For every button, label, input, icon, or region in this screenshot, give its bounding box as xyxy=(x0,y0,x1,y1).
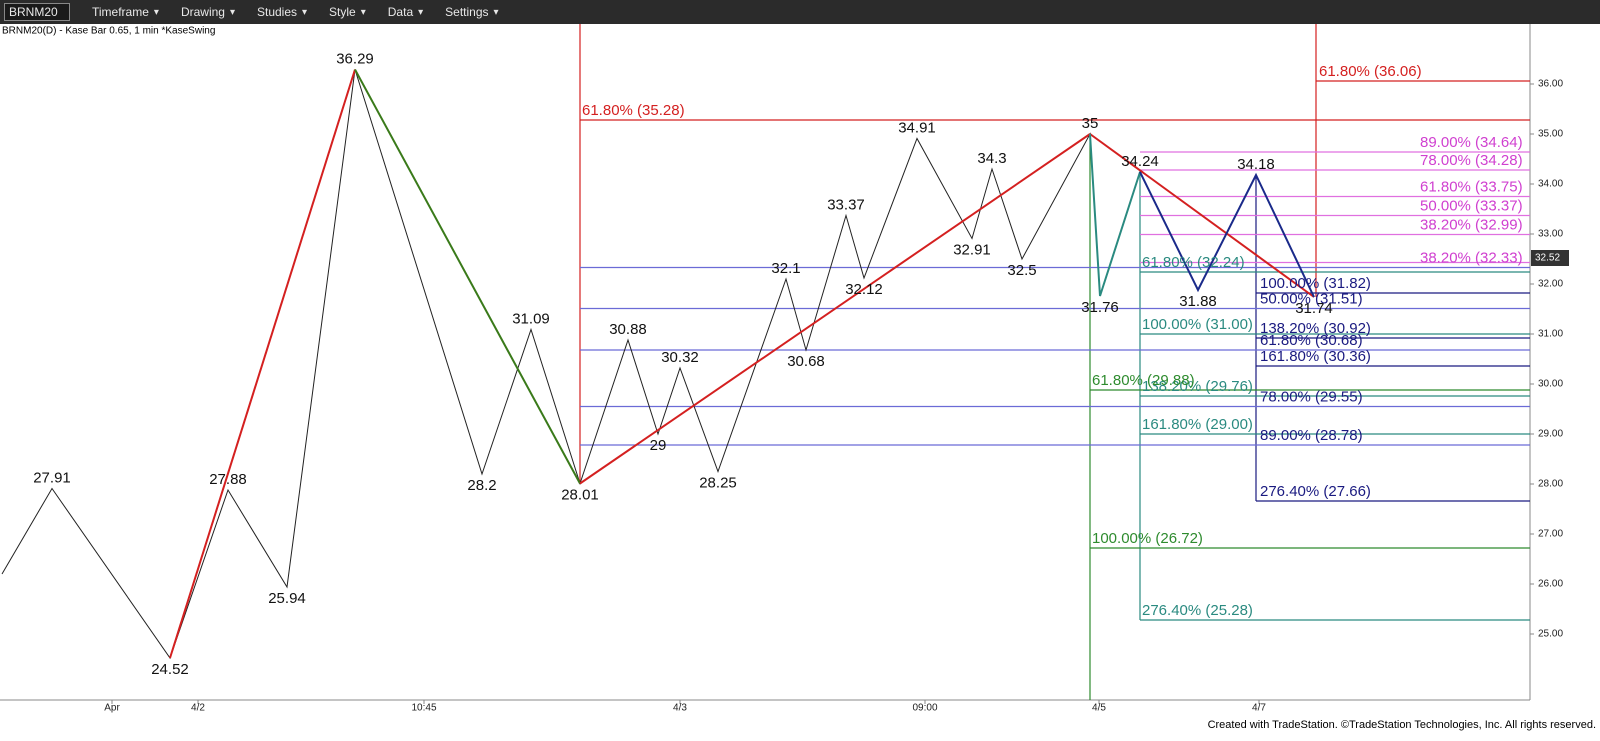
swing-label: 34.91 xyxy=(898,119,936,136)
trendline xyxy=(1089,133,1315,298)
level-label: 161.80% (30.36) xyxy=(1260,348,1371,365)
toolbar: BRNM20 Timeframe Drawing Studies Style Data S… xyxy=(0,0,1600,24)
swing-label: 32.5 xyxy=(1007,262,1036,279)
toolbar-menu[interactable]: Data xyxy=(388,5,423,19)
swing-label: 34.18 xyxy=(1237,156,1275,173)
trendline xyxy=(1089,133,1141,297)
y-tick-label: 35.00 xyxy=(1538,129,1563,140)
swing-line xyxy=(1,69,1315,660)
swing-label: 25.94 xyxy=(268,590,306,607)
level-label: 276.40% (27.66) xyxy=(1260,483,1371,500)
swing-label: 31.09 xyxy=(512,310,550,327)
level-label: 50.00% (31.51) xyxy=(1260,290,1363,307)
level-label: 61.80% (30.68) xyxy=(1260,332,1363,349)
y-tick-label: 26.00 xyxy=(1538,579,1563,590)
level-label: 38.20% (32.33) xyxy=(1420,249,1523,266)
plot-area: 27.91 24.52 27.88 25.94 36.29 28.2 31.09 28.01 3… xyxy=(1,24,1530,700)
toolbar-menu[interactable]: Style xyxy=(329,5,366,19)
footer: Created with TradeStation. ©TradeStation… xyxy=(1208,719,1596,731)
swing-label: 30.32 xyxy=(661,349,699,366)
swing-label: 32.1 xyxy=(771,260,800,277)
subtitle: BRNM20(D) - Kase Bar 0.65, 1 min *KaseSw… xyxy=(2,26,215,37)
level-label: 100.00% (31.00) xyxy=(1142,316,1253,333)
y-tick-label: 29.00 xyxy=(1538,429,1563,440)
level-label: 138.20% (29.76) xyxy=(1142,378,1253,395)
swing-label: 33.37 xyxy=(827,196,865,213)
swing-label: 32.91 xyxy=(953,241,991,258)
swing-label: 27.91 xyxy=(33,469,71,486)
toolbar-menu[interactable]: Drawing xyxy=(181,5,235,19)
swing-label: 32.12 xyxy=(845,281,883,298)
level-label: 100.00% (31.82) xyxy=(1260,275,1371,292)
x-tick-label: Apr xyxy=(104,703,120,714)
swing-label: 30.68 xyxy=(787,353,825,370)
level-label: 61.80% (29.88) xyxy=(1092,372,1195,389)
x-tick-label: 4/3 xyxy=(673,703,687,714)
x-tick-label: 09:00 xyxy=(912,703,937,714)
swing-label: 24.52 xyxy=(151,661,189,678)
swing-label: 31.76 xyxy=(1081,299,1119,316)
trendline xyxy=(169,69,356,659)
level-label: 61.80% (36.06) xyxy=(1319,63,1422,80)
level-label: 161.80% (29.00) xyxy=(1142,416,1253,433)
level-label: 100.00% (26.72) xyxy=(1092,530,1203,547)
y-tick-label: 34.00 xyxy=(1538,179,1563,190)
swing-label: 35 xyxy=(1082,115,1099,132)
y-tick-label: 30.00 xyxy=(1538,379,1563,390)
y-tick-label: 27.00 xyxy=(1538,529,1563,540)
trendline xyxy=(1139,171,1315,298)
y-tick-label: 25.00 xyxy=(1538,629,1563,640)
trendline xyxy=(354,69,581,484)
level-label: 61.80% (35.28) xyxy=(582,102,685,119)
swing-label: 34.3 xyxy=(977,150,1006,167)
swing-label: 31.74 xyxy=(1295,300,1333,317)
swing-label: 28.2 xyxy=(467,477,496,494)
y-tick-label: 28.00 xyxy=(1538,479,1563,490)
level-label: 50.00% (33.37) xyxy=(1420,197,1523,214)
last-price-box xyxy=(1531,250,1569,266)
x-tick-label: 10:45 xyxy=(411,703,436,714)
level-label: 138.20% (30.92) xyxy=(1260,320,1371,337)
toolbar-menu[interactable]: Settings xyxy=(445,5,498,19)
level-label: 61.80% (33.75) xyxy=(1420,178,1523,195)
swing-label: 29 xyxy=(650,437,667,454)
y-tick-label: 31.00 xyxy=(1538,329,1563,340)
level-label: 276.40% (25.28) xyxy=(1142,602,1253,619)
swing-label: 30.88 xyxy=(609,321,647,338)
last-price-label: 32.52 xyxy=(1535,253,1560,264)
level-label: 38.20% (32.99) xyxy=(1420,216,1523,233)
y-tick-label: 32.00 xyxy=(1538,279,1563,290)
trendline xyxy=(579,133,1091,485)
swing-label: 28.25 xyxy=(699,474,737,491)
swing-label: 31.88 xyxy=(1179,293,1217,310)
level-label: 89.00% (34.64) xyxy=(1420,134,1523,151)
toolbar-menu[interactable]: Timeframe xyxy=(92,5,159,19)
x-tick-label: 4/2 xyxy=(191,703,205,714)
y-tick-label: 36.00 xyxy=(1538,79,1563,90)
swing-label: 27.88 xyxy=(209,471,247,488)
y-tick-label: 33.00 xyxy=(1538,229,1563,240)
level-label: 78.00% (29.55) xyxy=(1260,388,1363,405)
swing-label: 28.01 xyxy=(561,486,599,503)
swing-label: 34.24 xyxy=(1121,153,1159,170)
toolbar-menu[interactable]: Studies xyxy=(257,5,307,19)
level-label: 78.00% (34.28) xyxy=(1420,152,1523,169)
x-tick-label: 4/7 xyxy=(1252,703,1266,714)
level-label: 89.00% (28.78) xyxy=(1260,427,1363,444)
chart: BRNM20(D) - Kase Bar 0.65, 1 min *KaseSw… xyxy=(0,24,1596,731)
x-tick-label: 4/5 xyxy=(1092,703,1106,714)
level-label: 61.80% (32.24) xyxy=(1142,254,1245,271)
swing-label: 36.29 xyxy=(336,50,374,67)
symbol-box[interactable]: BRNM20 xyxy=(4,3,70,21)
